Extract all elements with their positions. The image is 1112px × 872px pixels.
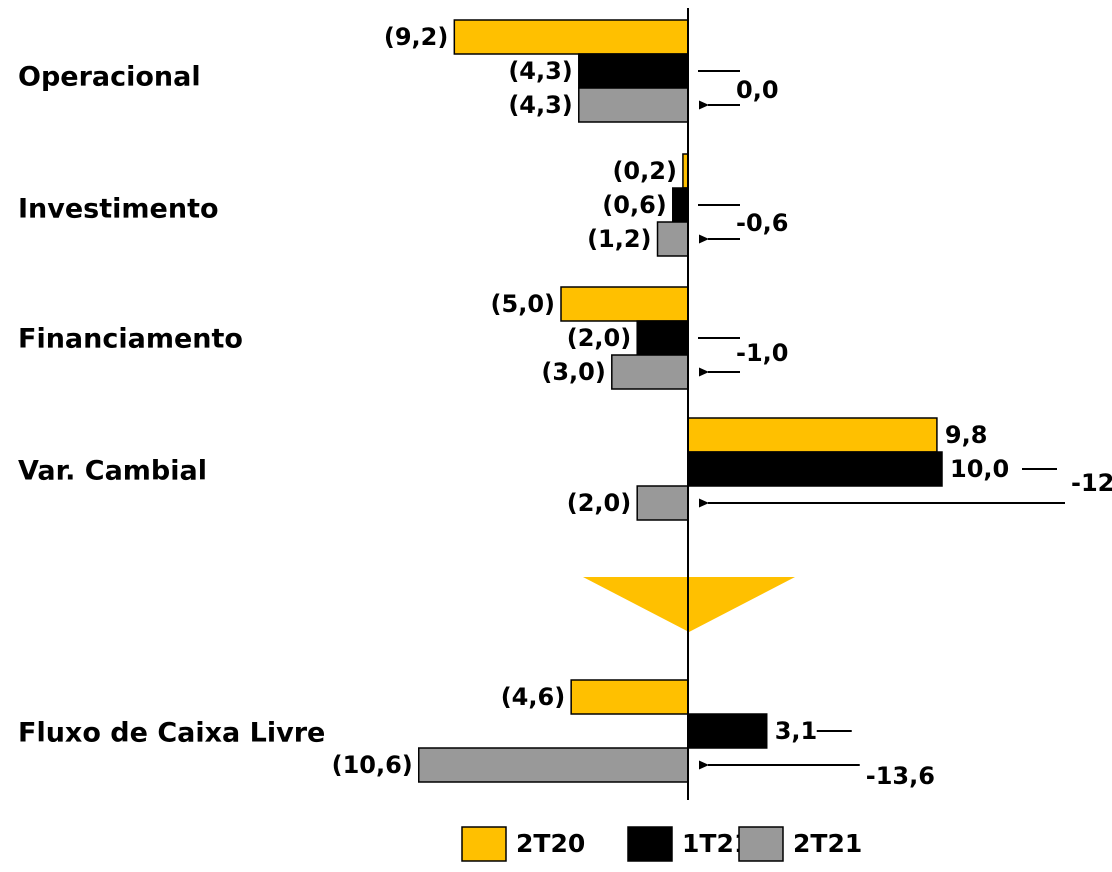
value-label-financiamento-2t21: (3,0) <box>541 358 605 386</box>
labels-layer: Operacional (9,2) (4,3) (4,3) Investimento (0… <box>18 23 1009 779</box>
bar-fluxo-de-caixa-livre-2t21 <box>418 747 689 783</box>
delta-annotations: 0,0 -0,6 -1,0 -12,0 -13,6 <box>698 70 1112 790</box>
bar-fluxo-de-caixa-livre-2t20 <box>570 679 689 715</box>
delta-label-financiamento: -1,0 <box>736 339 788 367</box>
bar-financiamento-2t20 <box>560 286 689 322</box>
bar-operacional-2t21 <box>578 87 689 123</box>
category-label-financiamento: Financiamento <box>18 324 243 355</box>
value-label-var-cambial-2t21: (2,0) <box>567 489 631 517</box>
category-label-var-cambial: Var. Cambial <box>18 456 207 487</box>
bar-investimento-1t21 <box>672 187 689 223</box>
delta-label-investimento: -0,6 <box>736 209 788 237</box>
value-label-financiamento-2t20: (5,0) <box>491 290 555 318</box>
category-label-fluxo-de-caixa-livre: Fluxo de Caixa Livre <box>18 718 325 749</box>
value-label-financiamento-1t21: (2,0) <box>567 324 631 352</box>
delta-label-operacional: 0,0 <box>736 76 779 104</box>
value-label-var-cambial-1t21: 10,0 <box>950 455 1009 483</box>
value-label-fluxo-de-caixa-livre-1t21: 3,1 <box>775 717 818 745</box>
value-label-fluxo-de-caixa-livre-2t21: (10,6) <box>332 751 413 779</box>
delta-label-var-cambial: -12,0 <box>1071 469 1112 497</box>
value-label-var-cambial-2t20: 9,8 <box>945 421 988 449</box>
bar-var-cambial-2t21 <box>636 485 689 521</box>
bar-var-cambial-2t20 <box>687 417 938 453</box>
value-label-fluxo-de-caixa-livre-2t20: (4,6) <box>501 683 565 711</box>
value-label-operacional-1t21: (4,3) <box>508 57 572 85</box>
bar-financiamento-1t21 <box>636 320 689 356</box>
value-label-investimento-2t21: (1,2) <box>587 225 651 253</box>
category-label-investimento: Investimento <box>18 194 219 225</box>
legend-swatch-1t21 <box>627 826 673 862</box>
value-label-investimento-2t20: (0,2) <box>612 157 676 185</box>
bar-operacional-2t20 <box>453 19 689 55</box>
legend-swatch-2t20 <box>461 826 507 862</box>
legend: 2T20 1T21 2T21 <box>461 826 862 862</box>
category-label-operacional: Operacional <box>18 62 201 93</box>
legend-swatch-2t21 <box>738 826 784 862</box>
value-label-investimento-1t21: (0,6) <box>602 191 666 219</box>
delta-label-fluxo-de-caixa-livre: -13,6 <box>866 762 935 790</box>
bars-layer <box>418 19 943 783</box>
legend-label-2t20: 2T20 <box>516 829 585 858</box>
bar-fluxo-de-caixa-livre-1t21 <box>687 713 768 749</box>
value-label-operacional-2t21: (4,3) <box>508 91 572 119</box>
value-label-operacional-2t20: (9,2) <box>384 23 448 51</box>
bar-operacional-1t21 <box>578 53 689 89</box>
legend-label-2t21: 2T21 <box>793 829 862 858</box>
bar-investimento-2t21 <box>656 221 689 257</box>
bar-var-cambial-1t21 <box>687 451 943 487</box>
bar-financiamento-2t21 <box>611 354 689 390</box>
